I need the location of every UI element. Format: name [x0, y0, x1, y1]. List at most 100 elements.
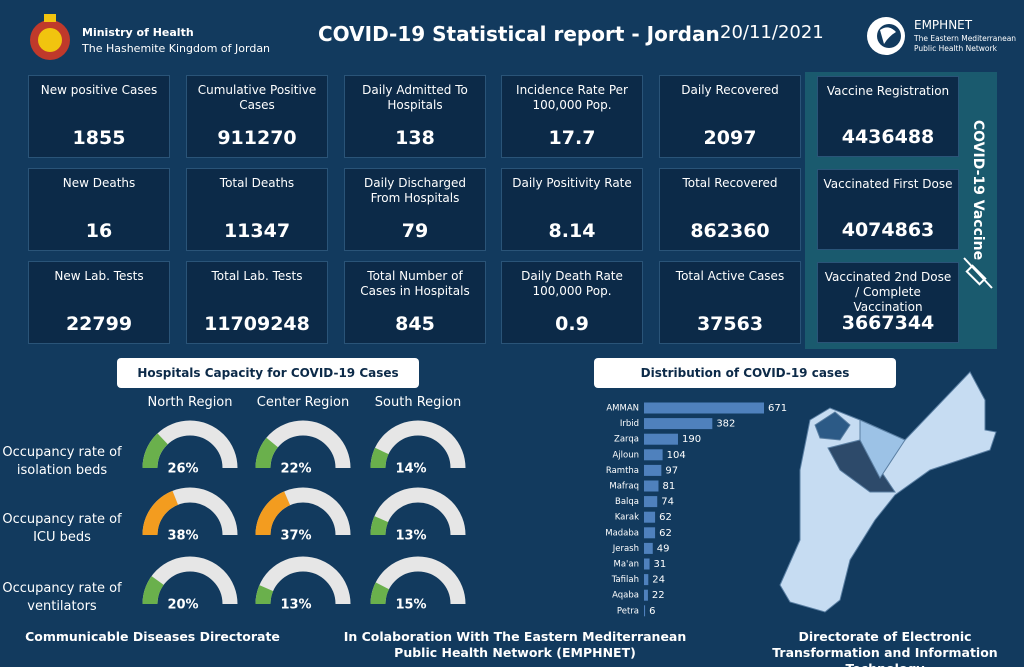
gauge-fill [370, 582, 390, 605]
bar-title: Distribution of COVID-19 cases [594, 358, 896, 388]
gauge-fill [370, 447, 389, 469]
stat-card: New positive Cases 1855 [28, 75, 170, 158]
stat-value: 17.7 [548, 127, 596, 149]
gauge-value: 37% [280, 529, 311, 544]
gauge-fill [142, 433, 169, 469]
bar-value: 104 [667, 450, 686, 461]
region-label: Center Region [256, 395, 350, 410]
gauge-track [255, 556, 351, 605]
gauge-value: 15% [395, 598, 426, 613]
bar-category: Irbid [620, 419, 639, 429]
stat-card: Incidence Rate Per 100,000 Pop. 17.7 [501, 75, 643, 158]
bar-category: Balqa [615, 497, 639, 507]
stat-card: Daily Death Rate 100,000 Pop. 0.9 [501, 261, 643, 344]
stat-label: Total Active Cases [675, 269, 785, 283]
vaccine-value: 4074863 [841, 219, 935, 241]
gauge-fill [255, 491, 291, 536]
stat-value: 8.14 [548, 220, 596, 242]
gauge-title: Hospitals Capacity for COVID-19 Cases [117, 358, 419, 388]
stat-card: New Lab. Tests 22799 [28, 261, 170, 344]
gauge-value: 22% [280, 462, 311, 477]
stat-label: Daily Positivity Rate [512, 176, 632, 190]
bar-category: Ma'an [614, 560, 639, 570]
stat-label: New Deaths [62, 176, 136, 190]
bar-value: 6 [649, 606, 655, 617]
stat-label: Daily Discharged From Hospitals [364, 176, 466, 205]
stat-value: 2097 [703, 127, 757, 149]
stat-card: Daily Admitted To Hospitals 138 [344, 75, 486, 158]
bar-value: 190 [682, 434, 701, 445]
gauge-fill [142, 576, 164, 605]
gauge-value: 20% [167, 598, 198, 613]
gauge-fill [255, 585, 274, 605]
org-subname: The Hashemite Kingdom of Jordan [82, 42, 271, 55]
bar [644, 449, 663, 461]
stat-card: Total Number of Cases in Hospitals 845 [344, 261, 486, 344]
stat-label: Daily Death Rate 100,000 Pop. [521, 269, 623, 298]
bar [644, 574, 649, 586]
gauge-track [370, 487, 466, 536]
bar-category: Karak [615, 513, 639, 523]
bar-value: 24 [652, 575, 665, 586]
bar-category: Jerash [612, 544, 639, 554]
bar-category: Aqaba [612, 591, 639, 601]
stat-value: 138 [395, 127, 435, 149]
stat-card: Daily Discharged From Hospitals 79 [344, 168, 486, 251]
stat-label: Cumulative Positive Cases [197, 83, 317, 112]
bar [644, 480, 659, 492]
bar [644, 402, 764, 414]
bar [644, 418, 713, 430]
stat-card: Total Deaths 11347 [186, 168, 328, 251]
bar [644, 464, 662, 476]
region-label: North Region [147, 395, 233, 410]
gauge-value: 38% [167, 529, 198, 544]
stat-value: 862360 [690, 220, 770, 242]
vaccine-title: COVID-19 Vaccine [970, 120, 986, 260]
bar-category: Ramtha [606, 466, 639, 476]
stat-label: Total Lab. Tests [211, 269, 303, 283]
stat-value: 79 [401, 220, 429, 242]
partner-line: The Eastern Mediterranean [914, 34, 1017, 43]
footer-center: In Colaboration With The Eastern Mediter… [343, 629, 687, 660]
bar [644, 589, 648, 601]
footer-right: Directorate of Electronic Transformation… [772, 629, 998, 667]
gauge-value: 13% [280, 598, 311, 613]
bar-value: 74 [661, 497, 674, 508]
stat-card: Daily Positivity Rate 8.14 [501, 168, 643, 251]
stat-value: 22799 [65, 313, 133, 335]
bar-value: 62 [659, 528, 672, 539]
bar-category: Tafilah [611, 575, 639, 585]
gauge-fill [255, 437, 279, 469]
gauge-fill [142, 490, 179, 536]
vaccine-label: Vaccinated First Dose [823, 177, 953, 191]
bar-category: AMMAN [606, 404, 639, 414]
bar [644, 527, 656, 539]
stat-label: Daily Admitted To Hospitals [362, 83, 468, 112]
row-label: Occupancy rate of ICU beds [2, 512, 122, 545]
bar-value: 22 [652, 590, 665, 601]
stat-card: Cumulative Positive Cases 911270 [186, 75, 328, 158]
stat-card: Total Lab. Tests 11709248 [186, 261, 328, 344]
bar [644, 511, 656, 523]
bar [644, 605, 646, 617]
region-label: South Region [374, 395, 462, 410]
stat-value: 11347 [223, 220, 291, 242]
bar-value: 62 [659, 512, 672, 523]
footer-left: Communicable Diseases Directorate [25, 629, 280, 644]
ministry-logo [30, 14, 70, 60]
bar-value: 97 [665, 465, 678, 476]
bar-category: Mafraq [609, 482, 639, 492]
bar-value: 81 [662, 481, 675, 492]
bar-value: 31 [654, 559, 667, 570]
stat-label: Daily Recovered [681, 83, 779, 97]
bar-category: Zarqa [614, 435, 639, 445]
bar-category: Petra [617, 606, 639, 616]
stat-value: 16 [85, 220, 113, 242]
gauge-fill [370, 516, 389, 536]
stat-card: Total Recovered 862360 [659, 168, 801, 251]
row-label: Occupancy rate of isolation beds [2, 445, 122, 478]
stat-value: 11709248 [204, 313, 310, 335]
gauge-value: 14% [395, 462, 426, 477]
bar [644, 496, 658, 508]
